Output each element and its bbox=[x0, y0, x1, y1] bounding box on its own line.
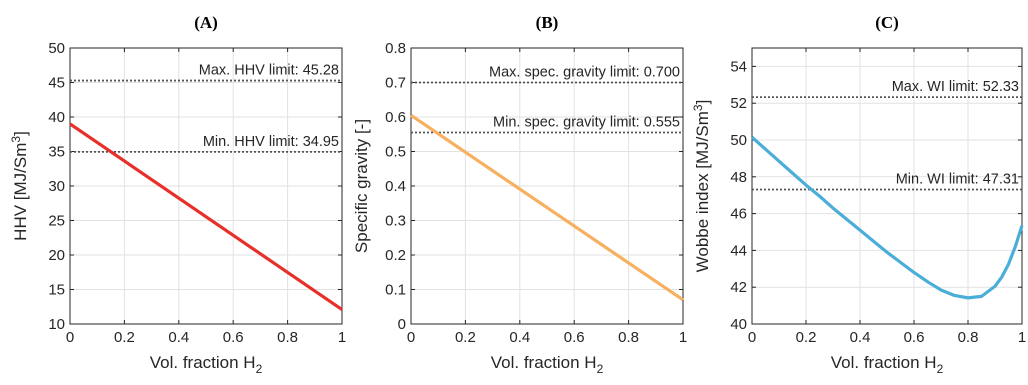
x-tick-label: 0 bbox=[66, 329, 74, 346]
y-tick-label: 0.6 bbox=[385, 109, 406, 126]
panel-label: (C) bbox=[875, 13, 899, 32]
y-tick-label: 0.5 bbox=[385, 144, 406, 161]
x-tick-label: 0.4 bbox=[850, 329, 871, 346]
panel-letter: C bbox=[881, 13, 893, 32]
y-tick-label: 44 bbox=[730, 242, 747, 259]
panel-paren: ) bbox=[212, 13, 218, 32]
limit-label: Max. HHV limit: 45.28 bbox=[199, 63, 339, 79]
x-axis-label: Vol. fraction H2 bbox=[831, 353, 944, 376]
y-tick-label: 0.2 bbox=[385, 247, 406, 264]
limit-label: Min. WI limit: 47.31 bbox=[896, 171, 1019, 187]
y-tick-label: 0.4 bbox=[385, 178, 406, 195]
y-tick-label: 0.1 bbox=[385, 282, 406, 299]
y-axis-label-superscript: 3 bbox=[9, 136, 23, 143]
chart-panel-c: 0 0.2 0.4 0.6 0.8 1 40 42 44 46 48 50 52 54 Max. WI li… bbox=[691, 13, 1026, 376]
panel-paren: ) bbox=[553, 13, 559, 32]
y-axis-label-text: Wobbe index [MJ/Sm bbox=[693, 111, 712, 272]
x-tick-label: 0.6 bbox=[564, 329, 585, 346]
y-axis-label-end: ] bbox=[11, 131, 30, 136]
chart-panel-a: 0 0.2 0.4 0.6 0.8 1 10 15 20 25 30 35 40 45 50 Max. HHV… bbox=[9, 13, 346, 376]
panel-label: (A) bbox=[194, 13, 218, 32]
x-tick-label: 0.8 bbox=[958, 329, 979, 346]
y-tick-label: 45 bbox=[48, 75, 65, 92]
x-axis-label-subscript: 2 bbox=[597, 362, 604, 376]
y-tick-label: 50 bbox=[730, 132, 747, 149]
y-tick-label: 25 bbox=[48, 213, 65, 230]
series-line bbox=[69, 122, 343, 311]
limit-label: Min. HHV limit: 34.95 bbox=[203, 134, 339, 150]
y-axis-label: Wobbe index [MJ/Sm3] bbox=[691, 100, 712, 273]
x-tick-label: 0 bbox=[748, 329, 756, 346]
x-tick-label: 0.4 bbox=[168, 329, 189, 346]
x-tick-label: 0.2 bbox=[455, 329, 476, 346]
series-line bbox=[750, 136, 1024, 300]
x-axis-label-subscript: 2 bbox=[256, 362, 263, 376]
y-tick-label: 48 bbox=[730, 169, 747, 186]
x-tick-label: 0.8 bbox=[618, 329, 639, 346]
x-tick-label: 1 bbox=[679, 329, 687, 346]
x-tick-label: 0 bbox=[407, 329, 415, 346]
y-tick-label: 0 bbox=[398, 316, 406, 333]
chart-panel-b: 0 0.2 0.4 0.6 0.8 1 0 0.1 0.2 0.3 0.4 0.5 0.6 0.7 0.8 M… bbox=[352, 13, 687, 376]
x-tick-label: 0.2 bbox=[796, 329, 817, 346]
y-tick-label: 0.3 bbox=[385, 213, 406, 230]
y-tick-label: 54 bbox=[730, 58, 747, 75]
x-tick-label: 0.6 bbox=[904, 329, 925, 346]
limit-label: Max. spec. gravity limit: 0.700 bbox=[489, 65, 680, 81]
x-axis-label-text: Vol. fraction H bbox=[491, 353, 597, 372]
x-tick-label: 1 bbox=[338, 329, 346, 346]
y-tick-label: 52 bbox=[730, 95, 747, 112]
panel-paren: ( bbox=[194, 13, 200, 32]
x-tick-label: 0.6 bbox=[223, 329, 244, 346]
x-tick-label: 0.4 bbox=[509, 329, 530, 346]
x-axis-label-text: Vol. fraction H bbox=[831, 353, 937, 372]
x-tick-label: 1 bbox=[1018, 329, 1026, 346]
panel-paren: ) bbox=[893, 13, 899, 32]
panel-letter: A bbox=[200, 13, 213, 32]
y-tick-label: 20 bbox=[48, 247, 65, 264]
x-tick-label: 0.2 bbox=[114, 329, 135, 346]
y-tick-label: 0.7 bbox=[385, 75, 406, 92]
panel-paren: ( bbox=[875, 13, 881, 32]
limit-label: Min. spec. gravity limit: 0.555 bbox=[493, 115, 680, 131]
x-axis-label: Vol. fraction H2 bbox=[150, 353, 263, 376]
y-tick-label: 40 bbox=[48, 109, 65, 126]
x-axis-label: Vol. fraction H2 bbox=[491, 353, 604, 376]
plot-area bbox=[752, 48, 1022, 324]
y-tick-label: 42 bbox=[730, 279, 747, 296]
y-tick-label: 30 bbox=[48, 178, 65, 195]
y-tick-label: 35 bbox=[48, 144, 65, 161]
y-axis-label-text: HHV [MJ/Sm bbox=[11, 143, 30, 241]
y-tick-label: 10 bbox=[48, 316, 65, 333]
x-axis-label-subscript: 2 bbox=[937, 362, 944, 376]
y-tick-label: 15 bbox=[48, 282, 65, 299]
y-axis-label-text: Specific gravity [-] bbox=[352, 119, 371, 253]
y-tick-label: 0.8 bbox=[385, 40, 406, 57]
y-axis-label-end: ] bbox=[693, 100, 712, 105]
series-line bbox=[410, 113, 684, 302]
x-axis-label-text: Vol. fraction H bbox=[150, 353, 256, 372]
x-tick-label: 0.8 bbox=[277, 329, 298, 346]
y-tick-label: 50 bbox=[48, 40, 65, 57]
y-tick-label: 46 bbox=[730, 206, 747, 223]
panel-letter: B bbox=[541, 13, 552, 32]
panel-label: (B) bbox=[536, 13, 559, 32]
y-axis-label-superscript: 3 bbox=[691, 104, 705, 111]
y-axis-label: Specific gravity [-] bbox=[352, 119, 371, 253]
panel-paren: ( bbox=[536, 13, 542, 32]
axes-box bbox=[751, 47, 1023, 325]
y-tick-label: 40 bbox=[730, 316, 747, 333]
limit-label: Max. WI limit: 52.33 bbox=[892, 79, 1019, 95]
y-axis-label: HHV [MJ/Sm3] bbox=[9, 131, 30, 241]
